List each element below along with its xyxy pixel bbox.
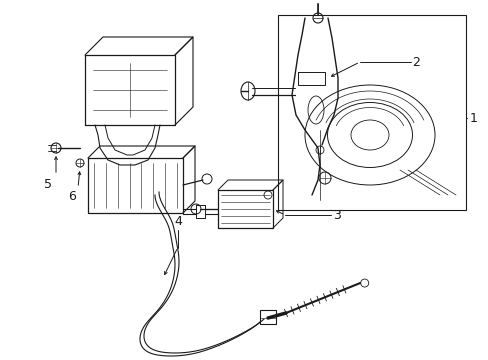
Bar: [260, 310, 275, 324]
Text: 5: 5: [44, 178, 52, 191]
Text: 3: 3: [332, 208, 340, 221]
Text: 6: 6: [68, 190, 76, 203]
Bar: [278, 15, 465, 210]
Text: 2: 2: [411, 55, 419, 68]
Text: 1: 1: [469, 112, 477, 125]
Text: 4: 4: [174, 215, 182, 228]
